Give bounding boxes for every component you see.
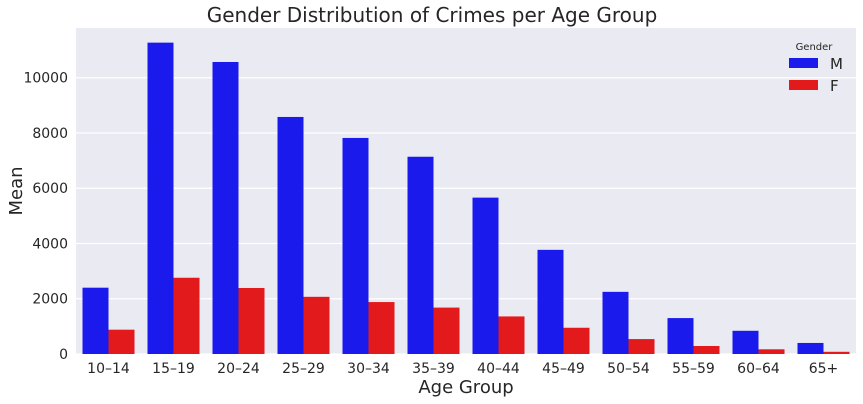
x-tick-label: 10–14 (87, 361, 130, 377)
bar-m-8 (602, 291, 629, 354)
legend: Gender MF (789, 42, 843, 95)
y-tick-label: 4000 (32, 236, 68, 252)
bar-f-1 (173, 277, 200, 354)
x-tick-label: 65+ (809, 361, 839, 377)
bar-m-11 (797, 342, 824, 354)
x-tick-label: 40–44 (477, 361, 520, 377)
bar-m-6 (472, 197, 499, 354)
bars (82, 42, 850, 355)
x-tick-label: 60–64 (737, 361, 780, 377)
bar-f-3 (303, 296, 330, 354)
bar-f-2 (238, 287, 265, 354)
gridlines (76, 77, 856, 355)
y-tick-label: 10000 (23, 71, 68, 87)
y-axis-label: Mean (6, 166, 27, 215)
y-tick-label: 2000 (32, 292, 68, 308)
x-tick-label: 20–24 (217, 361, 260, 377)
plot-area (76, 28, 856, 354)
bar-m-7 (537, 249, 564, 354)
bar-f-4 (368, 302, 395, 354)
legend-label-f: F (830, 77, 839, 95)
bar-m-1 (147, 42, 174, 355)
legend-swatch-f (789, 80, 818, 90)
bar-m-2 (212, 61, 239, 355)
bar-m-10 (732, 330, 759, 354)
x-axis-label: Age Group (418, 377, 513, 398)
y-tick-label: 6000 (32, 181, 68, 197)
x-tick-label: 30–34 (347, 361, 390, 377)
bar-f-0 (108, 329, 135, 354)
y-tick-labels: 0 2000 4000 6000 8000 10000 (23, 71, 68, 363)
bar-f-11 (823, 351, 850, 354)
x-tick-label: 15–19 (152, 361, 195, 377)
legend-title: Gender (796, 42, 834, 53)
legend-swatch-m (789, 58, 818, 68)
bar-m-4 (342, 137, 369, 354)
bar-f-7 (563, 327, 590, 354)
legend-label-m: M (830, 55, 843, 73)
x-tick-labels: 10–14 15–19 20–24 25–29 30–34 35–39 40–44 45–49… (87, 361, 838, 377)
bar-f-6 (498, 316, 525, 354)
x-tick-label: 25–29 (282, 361, 325, 377)
bar-m-5 (407, 156, 434, 354)
y-tick-label: 8000 (32, 126, 68, 142)
x-tick-label: 50–54 (607, 361, 650, 377)
x-tick-label: 55–59 (672, 361, 715, 377)
bar-f-9 (693, 345, 720, 354)
y-tick-label: 0 (59, 347, 68, 363)
bar-f-10 (758, 349, 785, 354)
bar-f-8 (628, 339, 655, 354)
bar-m-3 (277, 116, 304, 354)
bar-m-0 (82, 287, 109, 354)
bar-m-9 (667, 318, 694, 354)
x-tick-label: 45–49 (542, 361, 585, 377)
chart-title: Gender Distribution of Crimes per Age Gr… (207, 3, 658, 27)
bar-f-5 (433, 307, 460, 354)
x-tick-label: 35–39 (412, 361, 455, 377)
